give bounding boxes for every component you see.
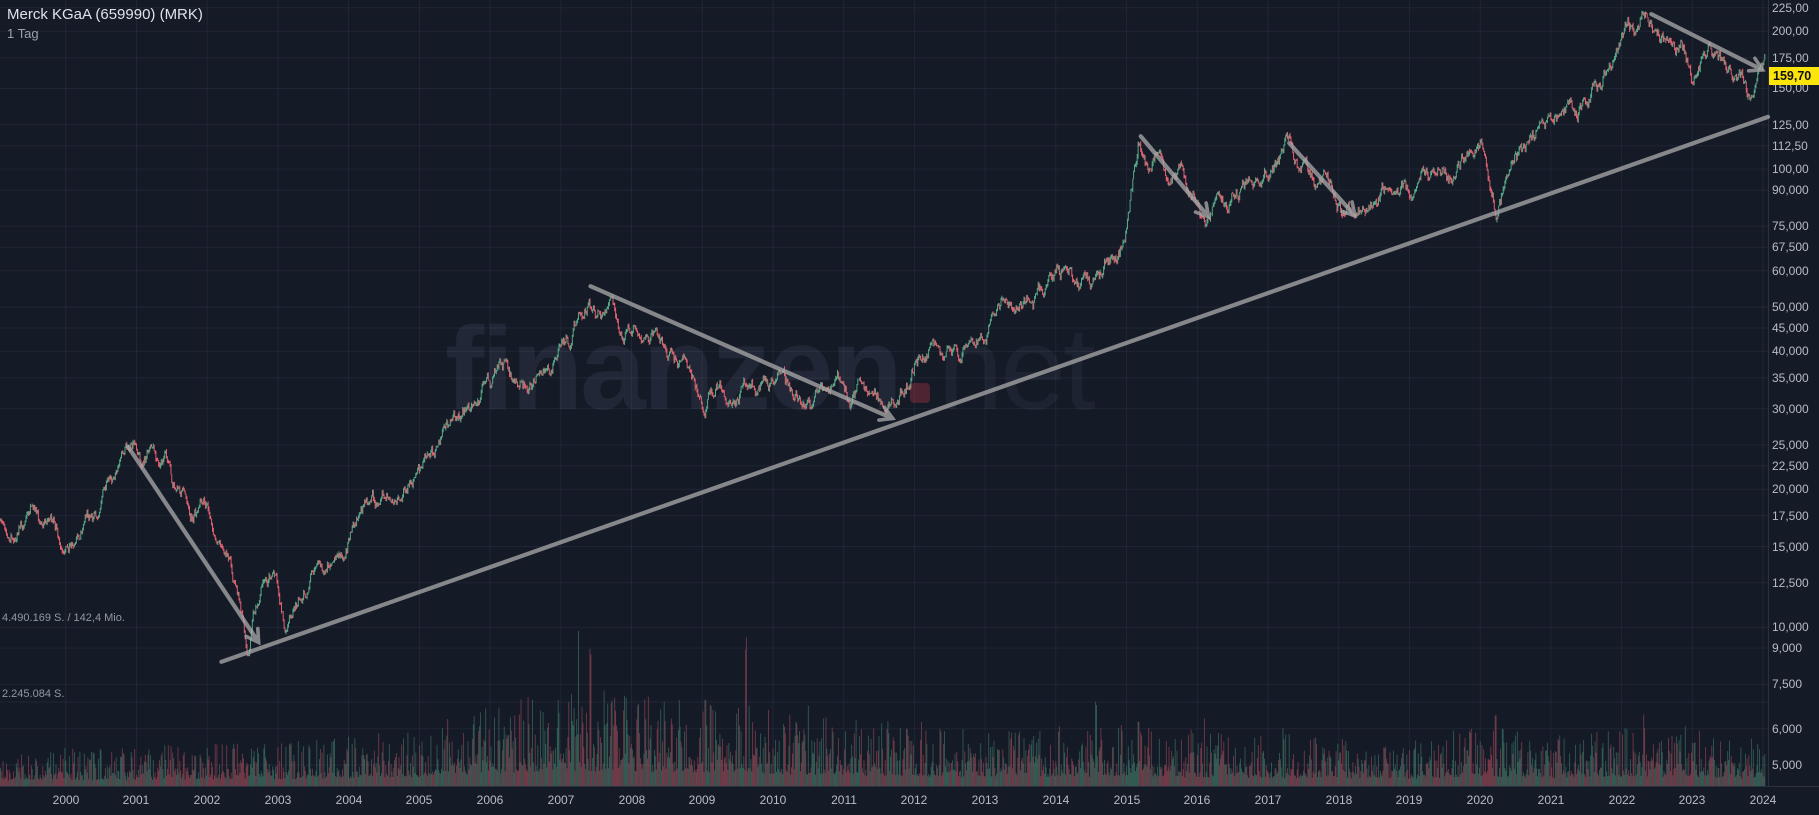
time-axis-label: 2016 <box>1183 793 1211 807</box>
time-axis-label: 2009 <box>688 793 716 807</box>
time-axis-label: 2000 <box>52 793 80 807</box>
time-axis-label: 2022 <box>1608 793 1636 807</box>
price-axis-label: 17,500 <box>1772 509 1809 523</box>
time-axis-label: 2024 <box>1749 793 1777 807</box>
trendline[interactable] <box>219 114 1771 664</box>
volume-bars-up <box>0 631 1766 786</box>
price-axis-label: 30,000 <box>1772 402 1809 416</box>
price-axis-label: 125,00 <box>1772 118 1809 132</box>
correction-arrow[interactable] <box>1287 141 1358 219</box>
watermark-text-net: net <box>937 303 1096 435</box>
volume-stat-label: 2.245.084 S. <box>2 688 65 700</box>
price-axis-label: 45,000 <box>1772 321 1809 335</box>
time-axis-label: 2011 <box>831 793 857 807</box>
time-axis-label: 2017 <box>1254 793 1282 807</box>
price-axis-label: 75,000 <box>1772 219 1809 233</box>
correction-arrow[interactable] <box>125 444 261 646</box>
timeframe-label: 1 Tag <box>7 26 39 41</box>
correction-arrow[interactable] <box>1649 12 1766 73</box>
time-axis-label: 2002 <box>193 793 221 807</box>
time-axis-label: 2006 <box>476 793 504 807</box>
price-axis-label: 5,000 <box>1772 758 1803 772</box>
volume-bars-down <box>0 637 1763 786</box>
time-axis-label: 2015 <box>1113 793 1141 807</box>
price-axis-label: 35,000 <box>1772 371 1809 385</box>
time-axis-label: 2007 <box>547 793 575 807</box>
correction-arrow[interactable] <box>1138 134 1211 220</box>
volume-stat-label: 4.490.169 S. / 142,4 Mio. <box>2 612 125 624</box>
price-axis-label: 90,000 <box>1772 183 1809 197</box>
time-axis-label: 2019 <box>1395 793 1423 807</box>
price-axis[interactable]: 225,00 200,00 175,00 150,00 125,00 112,50 100,… <box>1770 0 1819 786</box>
price-axis-label: 112,50 <box>1772 139 1808 153</box>
price-axis-label: 67,500 <box>1772 240 1809 254</box>
watermark-logo-dot <box>909 383 930 403</box>
price-axis-label: 25,000 <box>1772 438 1809 452</box>
watermark-text-finanzen: finanzen <box>445 303 903 435</box>
correction-arrow[interactable] <box>588 284 896 422</box>
finanzen-net-watermark: finanzen net <box>445 310 1096 428</box>
time-axis-label: 2008 <box>618 793 646 807</box>
time-axis-label: 2018 <box>1325 793 1353 807</box>
time-axis-label: 2001 <box>122 793 150 807</box>
annotations-layer <box>125 12 1771 664</box>
time-axis-label: 2005 <box>405 793 433 807</box>
time-axis-label: 2020 <box>1466 793 1494 807</box>
chart-header: Merck KGaA (659990) (MRK) 1 Tag <box>7 6 203 41</box>
candles-up <box>0 10 1766 657</box>
time-axis-label: 2004 <box>335 793 363 807</box>
time-axis-label: 2003 <box>264 793 292 807</box>
price-axis-label: 12,500 <box>1772 576 1809 590</box>
price-axis-label: 7,500 <box>1772 677 1803 691</box>
time-axis[interactable]: 2000 2001 2002 2003 2004 2005 2006 2007 2008 2009… <box>0 786 1819 815</box>
time-axis-label: 2021 <box>1537 793 1565 807</box>
time-axis-label: 2023 <box>1678 793 1706 807</box>
current-price-tag: 159,70 <box>1769 67 1819 85</box>
price-axis-label: 10,000 <box>1772 620 1809 634</box>
candles-layer <box>0 10 1766 657</box>
price-axis-label: 6,000 <box>1772 722 1803 736</box>
price-axis-label: 20,000 <box>1772 482 1809 496</box>
price-axis-label: 175,00 <box>1772 51 1809 65</box>
price-axis-label: 60,000 <box>1772 264 1809 278</box>
grid-layer <box>0 0 1768 786</box>
volume-layer <box>0 631 1766 786</box>
price-axis-label: 40,000 <box>1772 344 1809 358</box>
price-axis-label: 15,000 <box>1772 540 1809 554</box>
time-axis-label: 2013 <box>971 793 999 807</box>
price-axis-label: 200,00 <box>1772 24 1809 38</box>
time-axis-label: 2010 <box>759 793 787 807</box>
candles-down <box>0 11 1763 657</box>
price-axis-label: 22,500 <box>1772 459 1809 473</box>
price-axis-label: 225,00 <box>1772 1 1809 15</box>
time-axis-label: 2012 <box>900 793 928 807</box>
price-axis-label: 9,000 <box>1772 641 1803 655</box>
time-axis-label: 2014 <box>1042 793 1070 807</box>
price-axis-label: 50,000 <box>1772 300 1809 314</box>
price-axis-label: 100,00 <box>1772 162 1809 176</box>
instrument-title: Merck KGaA (659990) (MRK) <box>7 6 203 23</box>
